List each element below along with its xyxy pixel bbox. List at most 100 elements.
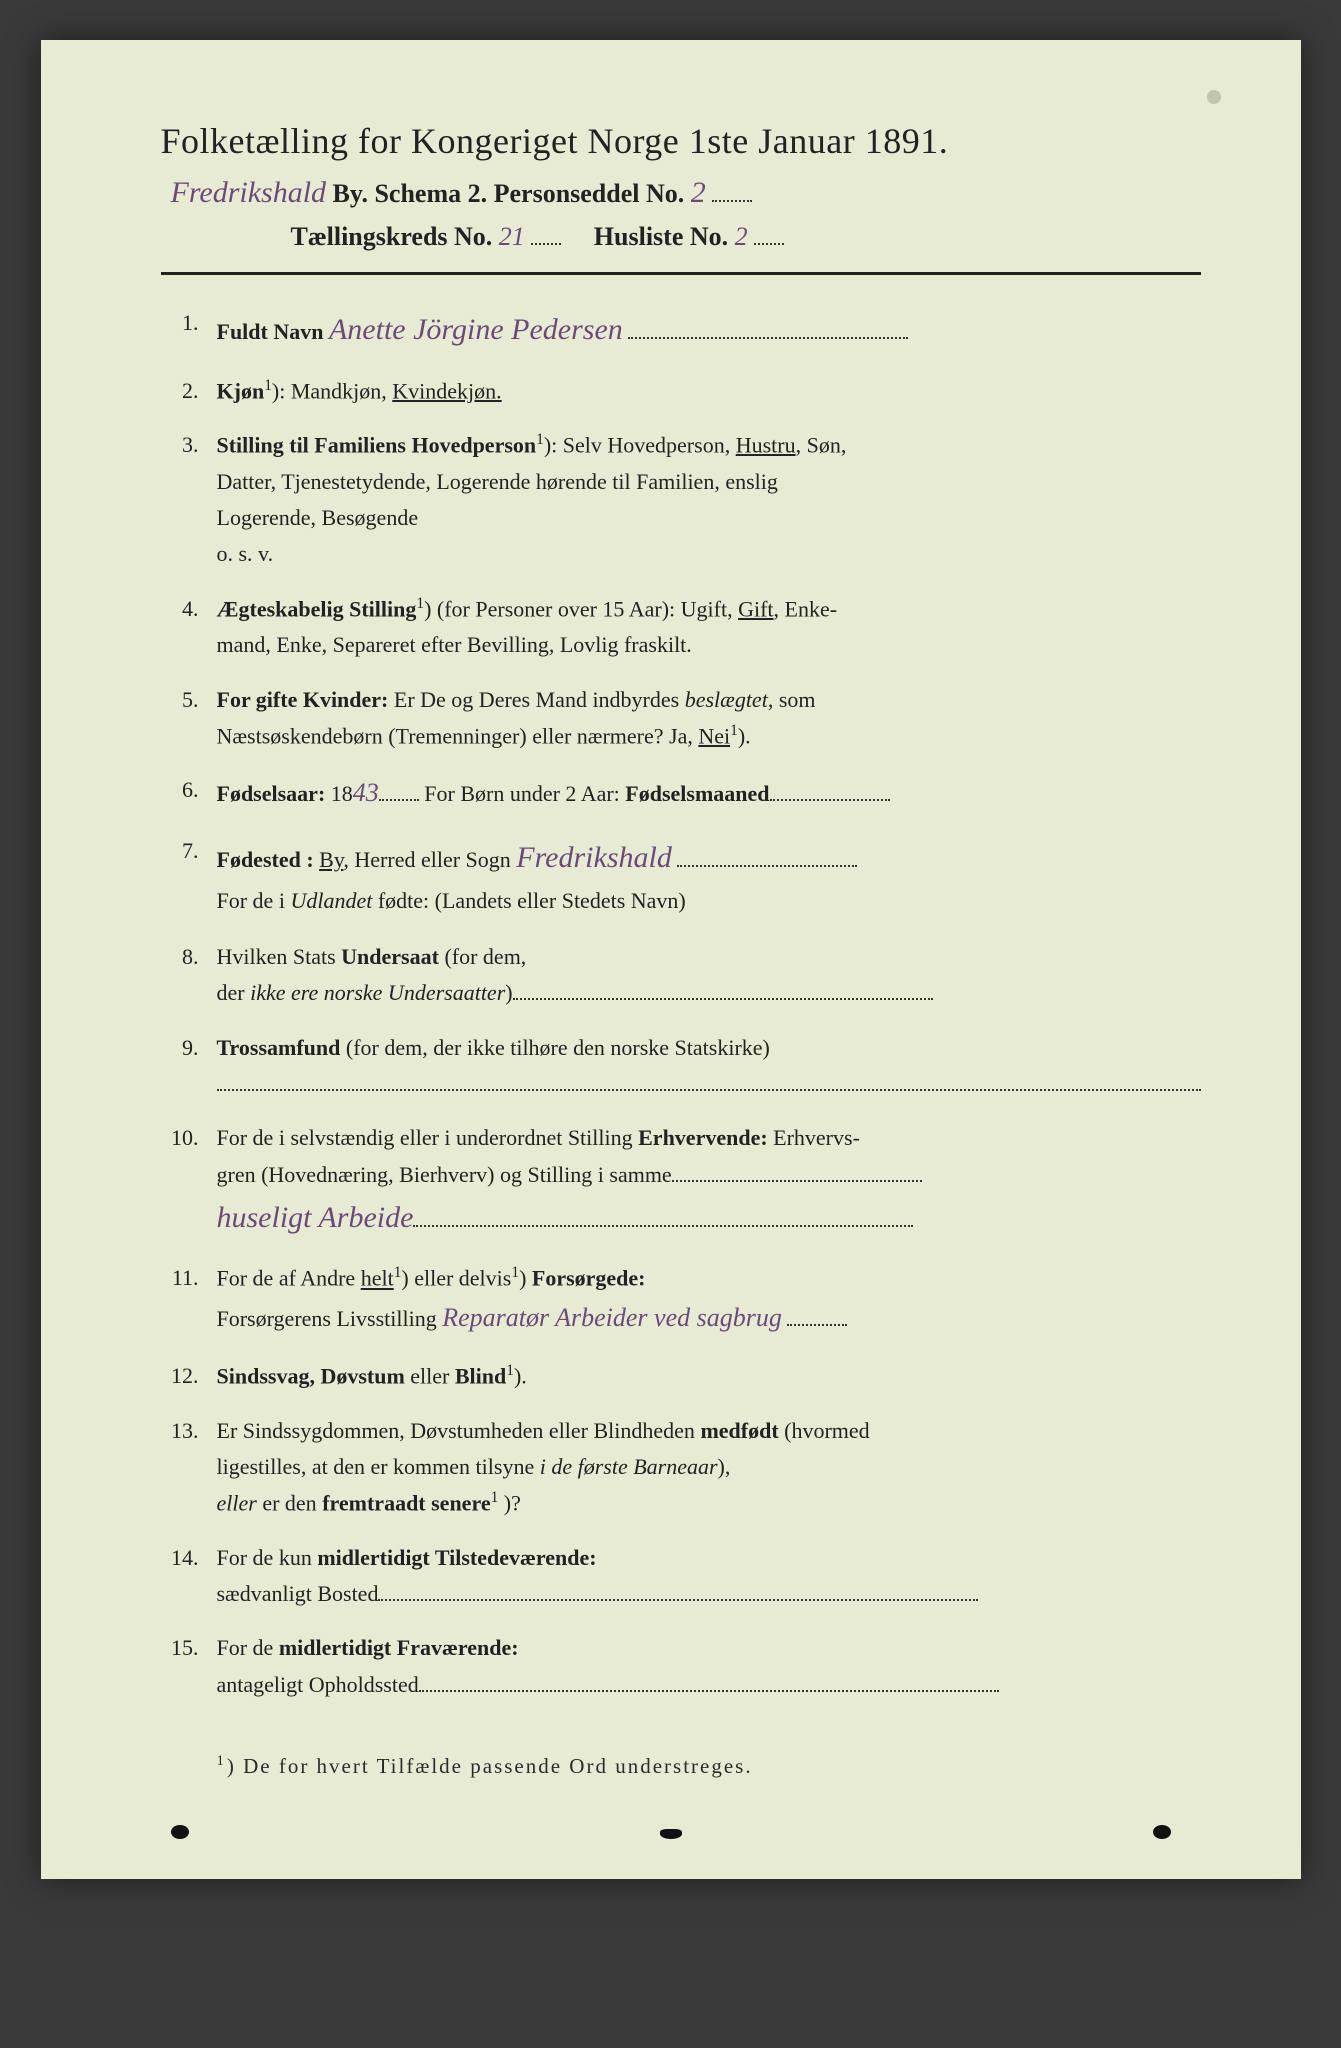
kreds-no: 21 bbox=[499, 222, 525, 251]
item-body: For de af Andre helt1) eller delvis1) Fo… bbox=[217, 1260, 1201, 1340]
rest2: ). bbox=[514, 1363, 527, 1388]
item-1: 1. Fuldt Navn Anette Jörgine Pedersen bbox=[161, 305, 1201, 355]
barneaar: i de første Barneaar bbox=[540, 1454, 718, 1479]
line1a: For de bbox=[217, 1635, 279, 1660]
line2a: ligestilles, at den er kommen tilsyne bbox=[217, 1454, 540, 1479]
dotted-trail bbox=[378, 1599, 978, 1601]
line3b: er den bbox=[257, 1491, 322, 1516]
label: Ægteskabelig Stilling bbox=[217, 596, 417, 621]
item-3: 3. Stilling til Familiens Hovedperson1):… bbox=[161, 427, 1201, 573]
eller: eller bbox=[217, 1491, 257, 1516]
fravaerende: midlertidigt Fraværende: bbox=[279, 1635, 519, 1660]
line3: Logerende, Besøgende bbox=[217, 505, 419, 530]
by: By bbox=[319, 847, 343, 872]
line2a: der bbox=[217, 980, 251, 1005]
item-body: Er Sindssygdommen, Døvstumheden eller Bl… bbox=[217, 1413, 1201, 1522]
rest1: eller bbox=[405, 1363, 455, 1388]
husliste-no: 2 bbox=[735, 222, 748, 251]
item-num: 11. bbox=[161, 1260, 217, 1340]
item-body: Stilling til Familiens Hovedperson1): Se… bbox=[217, 427, 1201, 573]
header-line-2: Fredrikshald By. Schema 2. Personseddel … bbox=[161, 176, 1201, 210]
label: Fuldt Navn bbox=[217, 319, 324, 344]
label: For gifte Kvinder: bbox=[217, 687, 389, 712]
item-4: 4. Ægteskabelig Stilling1) (for Personer… bbox=[161, 591, 1201, 664]
forsorgede: Forsørgede: bbox=[532, 1266, 646, 1291]
line2: sædvanligt Bosted bbox=[217, 1581, 379, 1606]
item-13: 13. Er Sindssygdommen, Døvstumheden elle… bbox=[161, 1413, 1201, 1522]
udlandet: Udlandet bbox=[290, 888, 372, 913]
rest1: ): Selv Hovedperson, bbox=[544, 432, 736, 457]
label: Stilling til Familiens Hovedperson bbox=[217, 432, 537, 457]
item-12: 12. Sindssvag, Døvstum eller Blind1). bbox=[161, 1358, 1201, 1395]
dotted-trail bbox=[787, 1324, 847, 1326]
item-num: 3. bbox=[161, 427, 217, 573]
line2b: fødte: (Landets eller Stedets Navn) bbox=[372, 888, 685, 913]
line3c: )? bbox=[498, 1491, 521, 1516]
fodselsmaaned: Fødselsmaaned bbox=[625, 781, 769, 806]
item-num: 13. bbox=[161, 1413, 217, 1522]
item-num: 12. bbox=[161, 1358, 217, 1395]
line1a: For de af Andre bbox=[217, 1266, 361, 1291]
item-num: 4. bbox=[161, 591, 217, 664]
dotted-trail bbox=[217, 1089, 1201, 1091]
line2a: Næstsøskendebørn (Tremenninger) eller næ… bbox=[217, 723, 699, 748]
line1b: (hvormed bbox=[779, 1418, 870, 1443]
item-9: 9. Trossamfund (for dem, der ikke tilhør… bbox=[161, 1030, 1201, 1103]
dotted-trail bbox=[628, 337, 908, 339]
item-num: 9. bbox=[161, 1030, 217, 1103]
item-body: Hvilken Stats Undersaat (for dem, der ik… bbox=[217, 939, 1201, 1012]
dotted-trail bbox=[419, 1690, 999, 1692]
line1b: ) eller delvis bbox=[401, 1266, 511, 1291]
footnote: 1) De for hvert Tilfælde passende Ord un… bbox=[161, 1753, 1201, 1779]
item-num: 1. bbox=[161, 305, 217, 355]
label: Kjøn bbox=[217, 378, 265, 403]
item-body: For gifte Kvinder: Er De og Deres Mand i… bbox=[217, 682, 1201, 755]
line1a: For de kun bbox=[217, 1545, 318, 1570]
dotted-trail bbox=[413, 1225, 913, 1227]
item-num: 5. bbox=[161, 682, 217, 755]
item-num: 6. bbox=[161, 772, 217, 815]
rest1: , Herred eller Sogn bbox=[343, 847, 510, 872]
dotted-trail bbox=[677, 865, 857, 867]
header-divider bbox=[161, 272, 1201, 275]
item-body: Sindssvag, Døvstum eller Blind1). bbox=[217, 1358, 1201, 1395]
item-body: For de kun midlertidigt Tilstedeværende:… bbox=[217, 1540, 1201, 1613]
rest2: , Enke- bbox=[774, 596, 838, 621]
item-body: For de midlertidigt Fraværende: antageli… bbox=[217, 1630, 1201, 1703]
form-title: Folketælling for Kongeriget Norge 1ste J… bbox=[161, 120, 1201, 162]
rest: For Børn under 2 Aar: bbox=[419, 781, 626, 806]
rest2: , Søn, bbox=[796, 432, 847, 457]
punch-mark-right bbox=[1153, 1825, 1171, 1839]
item-num: 15. bbox=[161, 1630, 217, 1703]
form-header: Folketælling for Kongeriget Norge 1ste J… bbox=[161, 120, 1201, 252]
item-6: 6. Fødselsaar: 1843 For Børn under 2 Aar… bbox=[161, 772, 1201, 815]
item-body: For de i selvstændig eller i underordnet… bbox=[217, 1120, 1201, 1242]
ikke-norske: ikke ere norske Undersaatter bbox=[250, 980, 505, 1005]
item-body: Fuldt Navn Anette Jörgine Pedersen bbox=[217, 305, 1201, 355]
item-num: 10. bbox=[161, 1120, 217, 1242]
line1b: Erhvervs- bbox=[768, 1125, 860, 1150]
item-num: 7. bbox=[161, 833, 217, 919]
line2b: ), bbox=[718, 1454, 731, 1479]
prefix: 18 bbox=[325, 781, 353, 806]
undersaat: Undersaat bbox=[341, 944, 439, 969]
item-body: Ægteskabelig Stilling1) (for Personer ov… bbox=[217, 591, 1201, 664]
line2a: For de i bbox=[217, 888, 291, 913]
rest: (for dem, der ikke tilhøre den norske St… bbox=[340, 1035, 769, 1060]
item-10: 10. For de i selvstændig eller i underor… bbox=[161, 1120, 1201, 1242]
line1a: Er Sindssygdommen, Døvstumheden eller Bl… bbox=[217, 1418, 701, 1443]
line2b: ). bbox=[738, 723, 751, 748]
census-form-page: Folketælling for Kongeriget Norge 1ste J… bbox=[41, 40, 1301, 1879]
fremtraadt: fremtraadt senere bbox=[322, 1491, 490, 1516]
husliste-label: Husliste No. bbox=[594, 222, 728, 251]
city-handwritten: Fredrikshald bbox=[171, 176, 327, 209]
paper-smudge bbox=[1207, 90, 1221, 104]
blind: Blind bbox=[455, 1363, 506, 1388]
tilstedevaerende: midlertidigt Tilstedeværende: bbox=[317, 1545, 596, 1570]
item-2: 2. Kjøn1): Mandkjøn, Kvindekjøn. bbox=[161, 373, 1201, 410]
footnote-text: ) De for hvert Tilfælde passende Ord und… bbox=[227, 1754, 753, 1778]
item-14: 14. For de kun midlertidigt Tilstedevære… bbox=[161, 1540, 1201, 1613]
line4: o. s. v. bbox=[217, 541, 274, 566]
item-15: 15. For de midlertidigt Fraværende: anta… bbox=[161, 1630, 1201, 1703]
line2: Datter, Tjenestetydende, Logerende høren… bbox=[217, 469, 778, 494]
